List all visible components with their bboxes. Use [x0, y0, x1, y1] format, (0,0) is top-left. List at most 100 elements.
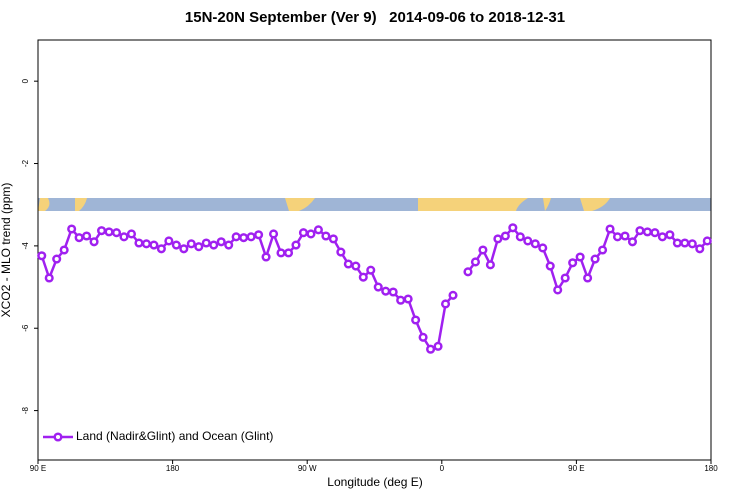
- x-tick-label: 90 W: [298, 464, 317, 473]
- point: [672, 238, 682, 248]
- x-tick-label: 90 E: [30, 464, 46, 473]
- point: [381, 286, 391, 296]
- point: [418, 332, 428, 342]
- point: [560, 273, 570, 283]
- point: [194, 242, 204, 252]
- y-tick-label: -8: [21, 406, 30, 414]
- point: [52, 254, 62, 264]
- point: [149, 240, 159, 250]
- point: [239, 233, 249, 243]
- point: [321, 231, 331, 241]
- point: [680, 238, 690, 248]
- point: [590, 254, 600, 264]
- point: [59, 245, 69, 255]
- point: [156, 244, 166, 254]
- point: [426, 344, 436, 354]
- point: [403, 294, 413, 304]
- point: [261, 252, 271, 262]
- y-tick-label: 0: [21, 78, 30, 83]
- point: [269, 229, 279, 239]
- point: [702, 236, 712, 246]
- point: [598, 245, 608, 255]
- point: [134, 238, 144, 248]
- y-tick-label: -4: [21, 242, 30, 250]
- point: [605, 224, 615, 234]
- point: [396, 295, 406, 305]
- point: [627, 237, 638, 247]
- point: [440, 299, 451, 309]
- point: [231, 232, 241, 242]
- x-axis-label: Longitude (deg E): [327, 475, 422, 489]
- point: [575, 252, 585, 262]
- x-tick-label: 180: [704, 464, 718, 473]
- point: [209, 240, 219, 250]
- point: [111, 228, 122, 238]
- y-axis-label: XCO2 - MLO trend (ppm): [0, 183, 13, 318]
- point: [612, 232, 623, 242]
- point: [283, 248, 294, 258]
- point: [246, 232, 256, 242]
- point: [657, 232, 667, 242]
- point: [89, 237, 99, 247]
- point: [642, 227, 652, 237]
- point: [411, 315, 421, 325]
- point: [530, 239, 540, 249]
- point: [635, 226, 645, 236]
- point: [695, 244, 705, 254]
- point: [508, 223, 518, 233]
- point: [478, 245, 488, 255]
- point: [568, 258, 578, 268]
- point: [388, 287, 398, 297]
- point: [82, 231, 92, 241]
- point: [545, 261, 555, 271]
- point: [343, 259, 353, 269]
- point: [164, 236, 174, 246]
- point: [186, 239, 196, 249]
- point: [351, 261, 361, 271]
- point: [515, 232, 525, 242]
- point: [104, 227, 114, 237]
- point: [171, 240, 181, 250]
- point: [687, 239, 697, 249]
- point: [448, 290, 458, 300]
- point: [553, 285, 563, 295]
- point: [583, 273, 593, 283]
- legend-marker: [53, 432, 63, 442]
- point: [493, 234, 503, 244]
- point: [44, 273, 54, 283]
- y-tick-label: -6: [21, 324, 30, 332]
- map-strip: [38, 198, 711, 211]
- point: [485, 260, 495, 270]
- point: [306, 229, 316, 239]
- point: [119, 232, 129, 242]
- point: [358, 272, 368, 282]
- point: [298, 228, 309, 238]
- point: [216, 237, 226, 247]
- point: [74, 233, 84, 243]
- point: [463, 267, 473, 277]
- x-tick-label: 180: [166, 464, 180, 473]
- x-tick-label: 90 E: [568, 464, 584, 473]
- point: [538, 243, 548, 253]
- point: [67, 224, 77, 234]
- point: [373, 282, 383, 292]
- legend-label: Land (Nadir&Glint) and Ocean (Glint): [76, 429, 273, 443]
- point: [470, 257, 481, 267]
- point: [500, 231, 510, 241]
- point: [650, 228, 660, 238]
- point: [433, 341, 443, 351]
- point: [328, 234, 338, 244]
- point: [179, 244, 189, 254]
- chart-title: 15N-20N September (Ver 9) 2014-09-06 to …: [185, 9, 565, 26]
- point: [313, 225, 323, 235]
- y-tick-label: -2: [21, 159, 30, 167]
- point: [291, 240, 301, 250]
- point: [620, 231, 630, 241]
- point: [254, 230, 264, 240]
- point: [126, 229, 137, 239]
- point: [37, 251, 47, 261]
- point: [141, 239, 151, 249]
- plot-frame: [37, 39, 712, 461]
- point: [336, 247, 346, 257]
